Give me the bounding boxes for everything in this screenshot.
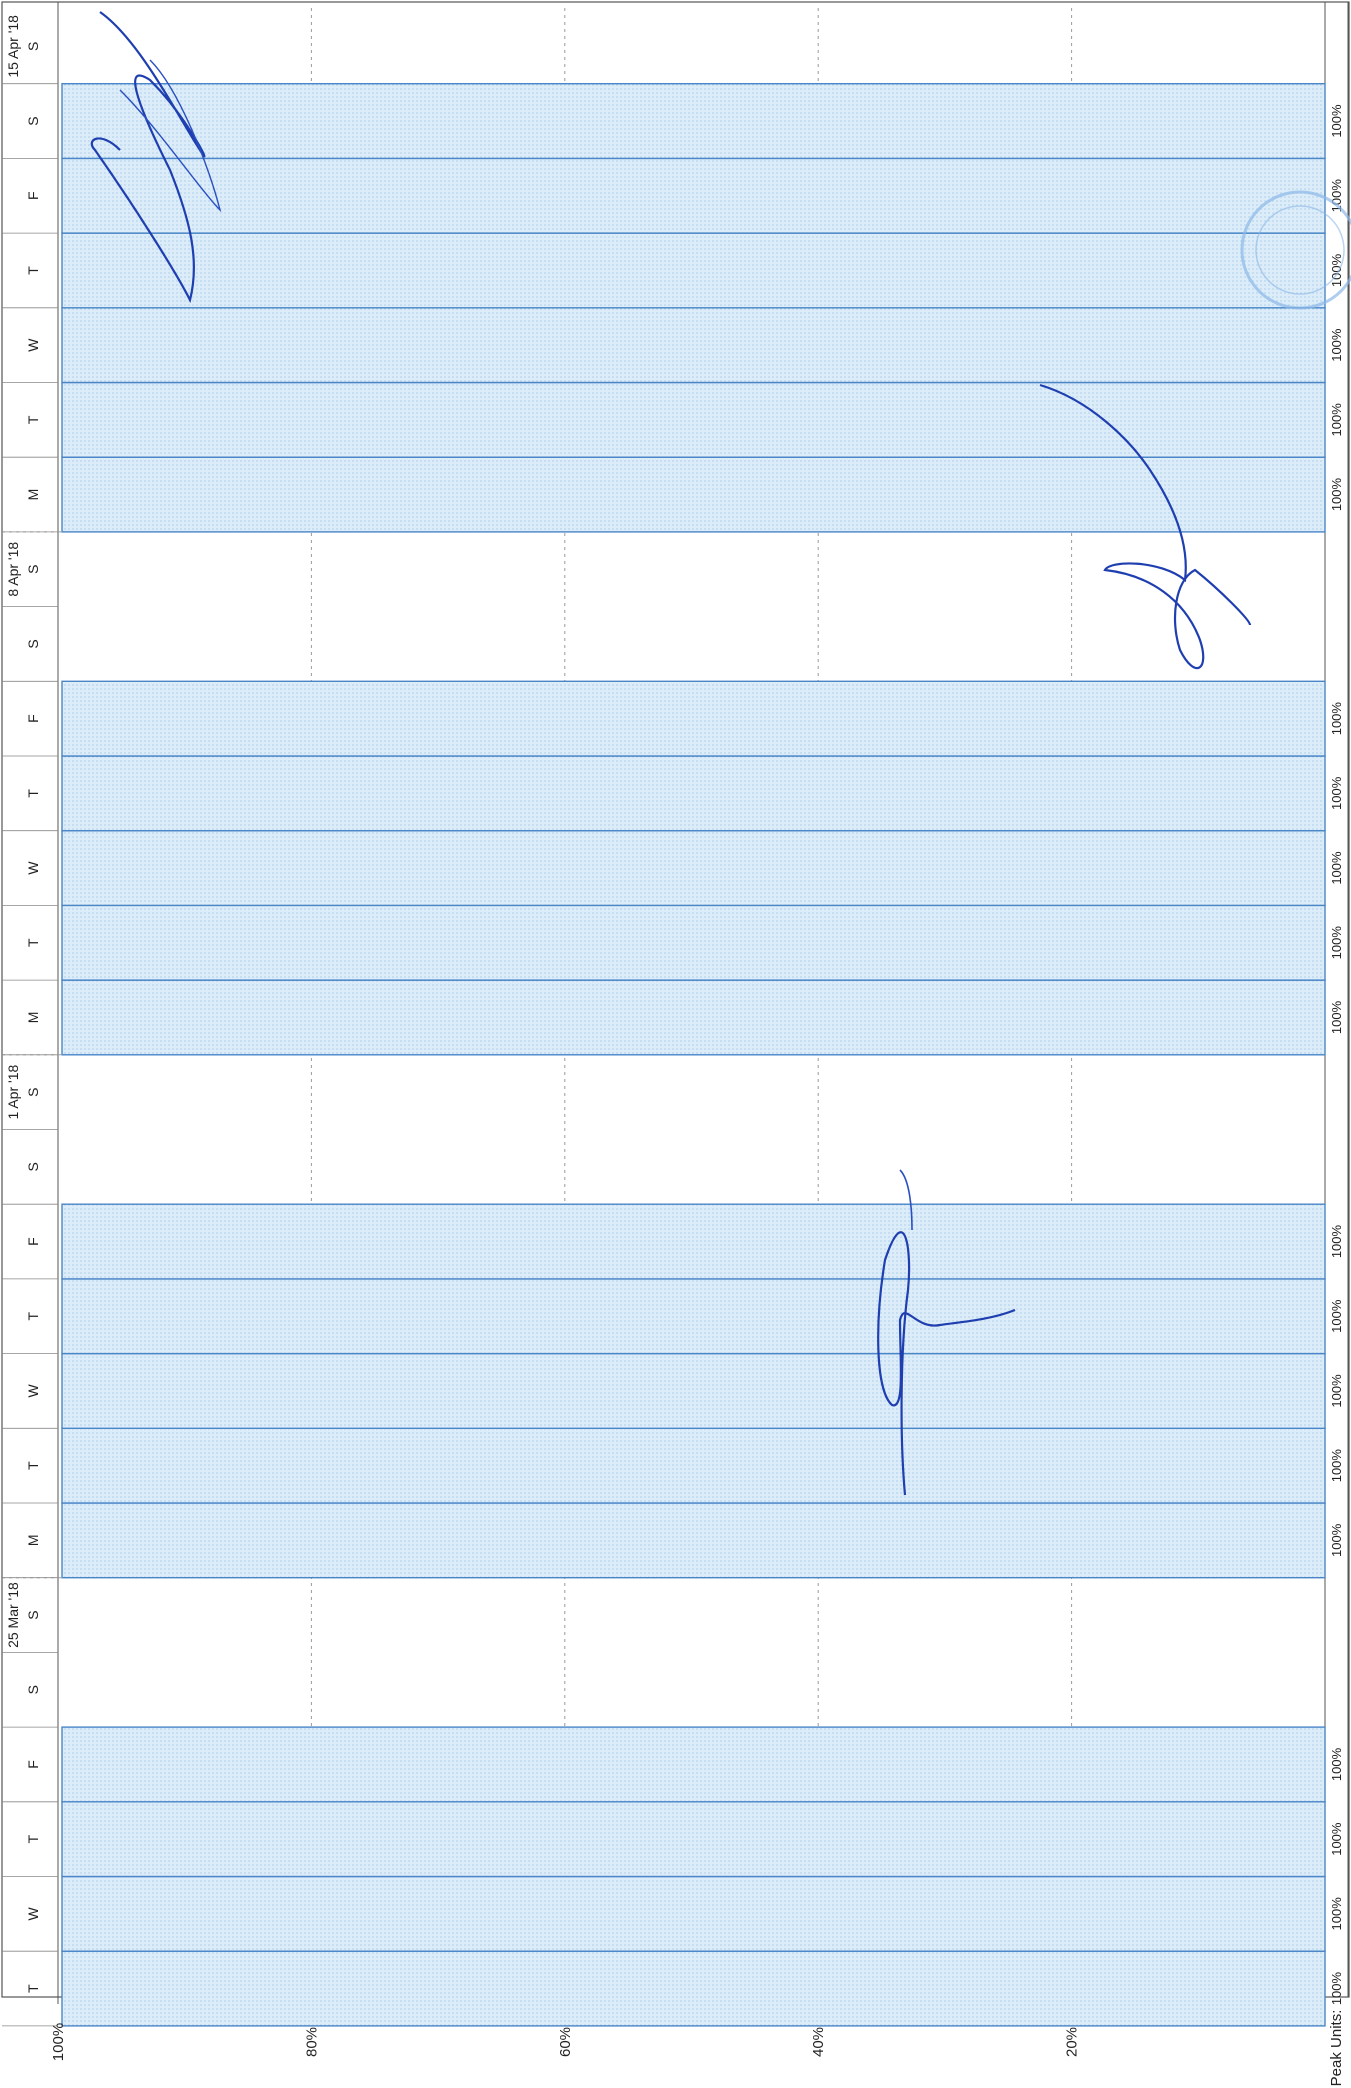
day-label: T — [25, 789, 41, 798]
signature — [899, 1169, 913, 1231]
stamp — [1240, 190, 1351, 310]
usage-bar — [61, 381, 1326, 458]
peak-value-label: 100% — [1329, 1299, 1344, 1333]
peak-value-label: 100% — [1329, 1897, 1344, 1931]
peak-value-label: 100% — [1329, 926, 1344, 960]
signature — [1039, 383, 1252, 670]
peak-value-label: 100% — [1329, 851, 1344, 885]
day-label: T — [25, 1984, 41, 1993]
usage-bar — [61, 232, 1326, 309]
day-label: W — [25, 1906, 41, 1920]
usage-bar — [61, 1950, 1326, 2027]
week-label: 15 Apr '18 — [5, 15, 21, 78]
value-tick-label: 20% — [1064, 2027, 1081, 2057]
peak-value-label: 100% — [1329, 1374, 1344, 1408]
usage-bar — [61, 979, 1326, 1056]
week-label: 25 Mar '18 — [5, 1582, 21, 1648]
peak-value-label: 100% — [1329, 328, 1344, 362]
day-label: T — [25, 1312, 41, 1321]
day-label: S — [25, 1685, 41, 1694]
usage-bar — [61, 904, 1326, 981]
labels-layer: 100% 80% 60% 40% 20% T 100% W 100% T 100% F 100% S S M 1… — [5, 15, 1345, 2087]
day-label: F — [25, 1237, 41, 1246]
signature — [90, 11, 206, 304]
day-label: S — [25, 116, 41, 125]
day-label: T — [25, 1834, 41, 1843]
value-tick-label: 60% — [557, 2027, 574, 2057]
day-label: F — [25, 714, 41, 723]
week-label: 1 Apr '18 — [5, 1065, 21, 1120]
usage-bar — [61, 1352, 1326, 1429]
peak-value-label: 100% — [1329, 1000, 1344, 1034]
day-label: T — [25, 938, 41, 947]
usage-bar — [61, 1427, 1326, 1504]
day-label: W — [25, 338, 41, 352]
value-tick-label: 100% — [50, 2023, 67, 2061]
usage-bar — [61, 755, 1326, 832]
peak-value-label: 100% — [1329, 104, 1344, 138]
day-label: S — [25, 1610, 41, 1619]
peak-value-label: 100% — [1329, 477, 1344, 511]
peak-value-label: 100% — [1329, 776, 1344, 810]
signature-marks — [90, 11, 1252, 1496]
peak-value-label: 100% — [1329, 1224, 1344, 1258]
peak-value-label: 100% — [1329, 1747, 1344, 1781]
bars-layer — [61, 82, 1326, 2027]
usage-bar — [61, 82, 1326, 160]
usage-bar — [61, 157, 1326, 234]
value-tick-label: 80% — [303, 2027, 320, 2057]
peak-value-label: 100% — [1329, 1449, 1344, 1483]
usage-bar — [61, 1502, 1326, 1579]
day-label: F — [25, 191, 41, 200]
peak-value-label: 100% — [1329, 403, 1344, 437]
day-label: S — [25, 639, 41, 648]
peak-value-label: 100% — [1329, 702, 1344, 736]
day-label: T — [25, 415, 41, 424]
usage-bar — [61, 1203, 1326, 1280]
usage-bar — [61, 830, 1326, 907]
week-label: 8 Apr '18 — [5, 542, 21, 597]
peak-value-label: 100% — [1329, 1523, 1344, 1557]
signature — [119, 59, 222, 213]
usage-bar — [61, 1278, 1326, 1355]
day-label: M — [25, 1012, 41, 1024]
day-label: S — [25, 1087, 41, 1096]
day-label: M — [25, 489, 41, 501]
usage-bar — [61, 307, 1326, 384]
day-label: T — [25, 1461, 41, 1470]
peak-units-label: Peak Units: — [1328, 2010, 1345, 2087]
day-label: F — [25, 1760, 41, 1769]
stamp — [1255, 205, 1345, 295]
signature — [877, 1231, 1016, 1496]
day-label: S — [25, 565, 41, 574]
usage-bar — [61, 680, 1326, 757]
peak-value-label: 100% — [1329, 1822, 1344, 1856]
day-label: T — [25, 266, 41, 275]
day-label: S — [25, 42, 41, 51]
day-label: W — [25, 1384, 41, 1398]
day-label: S — [25, 1162, 41, 1171]
usage-bar — [61, 1801, 1326, 1878]
usage-bar — [61, 1875, 1326, 1952]
stamp-mark — [1240, 190, 1351, 310]
day-label: W — [25, 861, 41, 875]
day-label: M — [25, 1535, 41, 1547]
value-tick-label: 40% — [810, 2027, 827, 2057]
usage-bar — [61, 1726, 1326, 1803]
peak-value-label: 100% — [1329, 1971, 1344, 2005]
peak-value-label: 100% — [1329, 179, 1344, 213]
usage-bar — [61, 456, 1326, 533]
